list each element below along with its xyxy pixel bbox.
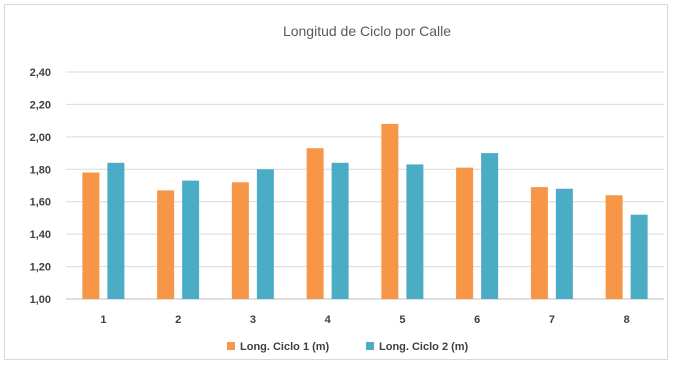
legend-swatch [366,342,374,350]
bar-series-2-cat-7 [555,188,573,299]
y-axis-ticks: 1,00 1,20 1,40 1,60 1,80 2,00 2,20 2,40 [30,67,51,306]
x-tick-label: 1 [100,314,106,326]
bar-series-2-cat-4 [331,162,349,299]
x-tick-label: 6 [474,314,480,326]
y-tick-label: 1,80 [30,164,51,176]
bar-series-2-cat-2 [182,180,200,299]
bar-series-1-cat-7 [530,187,548,299]
legend-swatch [227,342,235,350]
y-tick-label: 1,20 [30,262,51,274]
gridlines [66,71,664,300]
legend-label: Long. Ciclo 2 (m) [379,341,469,353]
bar-series-1-cat-6 [456,167,474,299]
x-tick-label: 5 [399,314,405,326]
bar-series-1-cat-3 [231,182,249,299]
y-tick-label: 2,00 [30,132,51,144]
bars [82,123,648,299]
bar-series-1-cat-4 [306,148,324,299]
y-tick-label: 1,00 [30,294,51,306]
bar-series-1-cat-5 [381,123,399,299]
x-tick-label: 2 [175,314,181,326]
bar-series-2-cat-1 [107,162,125,299]
bar-series-2-cat-5 [406,164,424,299]
y-tick-label: 2,40 [30,67,51,79]
bar-series-1-cat-1 [82,172,100,299]
bar-series-2-cat-3 [256,169,274,299]
bar-series-2-cat-6 [481,153,499,299]
legend: Long. Ciclo 1 (m) Long. Ciclo 2 (m) [227,341,469,353]
y-tick-label: 2,20 [30,99,51,111]
legend-label: Long. Ciclo 1 (m) [240,341,330,353]
x-axis-ticks: 1 2 3 4 5 6 7 8 [100,314,629,326]
x-tick-label: 3 [250,314,256,326]
chart-title: Longitud de Ciclo por Calle [283,23,451,39]
x-tick-label: 8 [624,314,630,326]
x-tick-label: 7 [549,314,555,326]
bar-series-1-cat-2 [157,190,175,299]
y-tick-label: 1,60 [30,197,51,209]
y-tick-label: 1,40 [30,229,51,241]
bar-series-1-cat-8 [605,195,623,299]
bar-series-2-cat-8 [630,214,648,299]
x-tick-label: 4 [325,314,332,326]
